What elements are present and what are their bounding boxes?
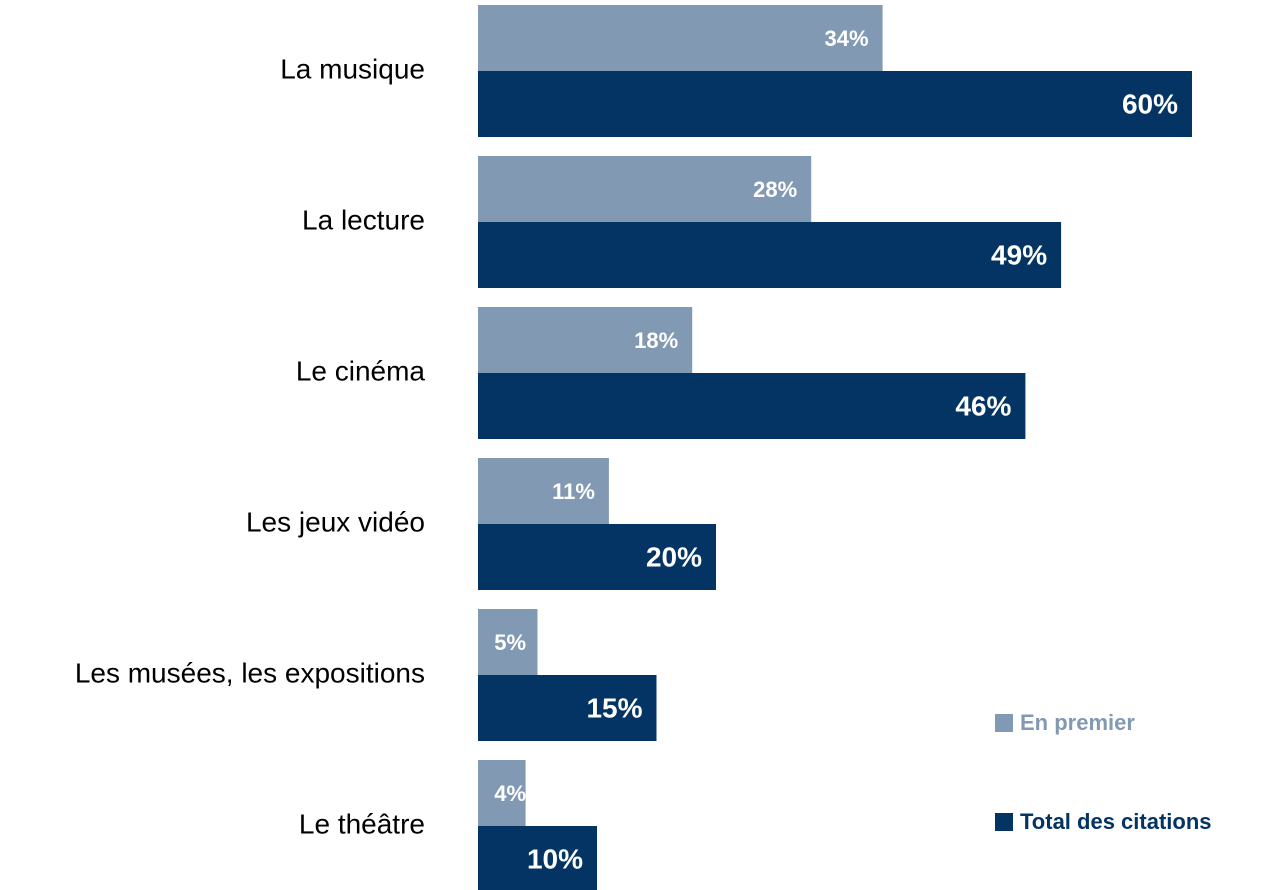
legend-swatch (995, 813, 1013, 831)
bar (478, 826, 597, 890)
value-label: 46% (955, 390, 1011, 421)
legend-label: En premier (1020, 710, 1135, 735)
bar (478, 675, 657, 741)
value-label: 49% (991, 239, 1047, 270)
value-label: 11% (552, 479, 595, 504)
bar (478, 156, 812, 222)
value-label: 60% (1122, 88, 1178, 119)
category-label: Le théâtre (299, 808, 425, 839)
bar (478, 71, 1192, 137)
category-label: Les musées, les expositions (75, 657, 425, 688)
category-label: La musique (280, 53, 425, 84)
bar (478, 307, 693, 373)
category-label: La lecture (302, 204, 425, 235)
bar (478, 373, 1026, 439)
bar (478, 760, 526, 826)
bar (478, 458, 609, 524)
value-label: 10% (527, 843, 583, 874)
legend-label: Total des citations (1020, 809, 1212, 834)
value-label: 18% (634, 328, 678, 353)
category-label: Le cinéma (296, 355, 426, 386)
bar (478, 524, 716, 590)
bar (478, 609, 538, 675)
value-label: 4% (494, 781, 526, 806)
value-label: 28% (753, 177, 797, 202)
value-label: 15% (586, 692, 642, 723)
category-label: Les jeux vidéo (246, 506, 425, 537)
bar (478, 222, 1062, 288)
value-label: 20% (646, 541, 702, 572)
bar (478, 5, 883, 71)
value-label: 34% (825, 26, 869, 51)
legend-swatch (995, 714, 1013, 732)
value-label: 5% (494, 630, 526, 655)
